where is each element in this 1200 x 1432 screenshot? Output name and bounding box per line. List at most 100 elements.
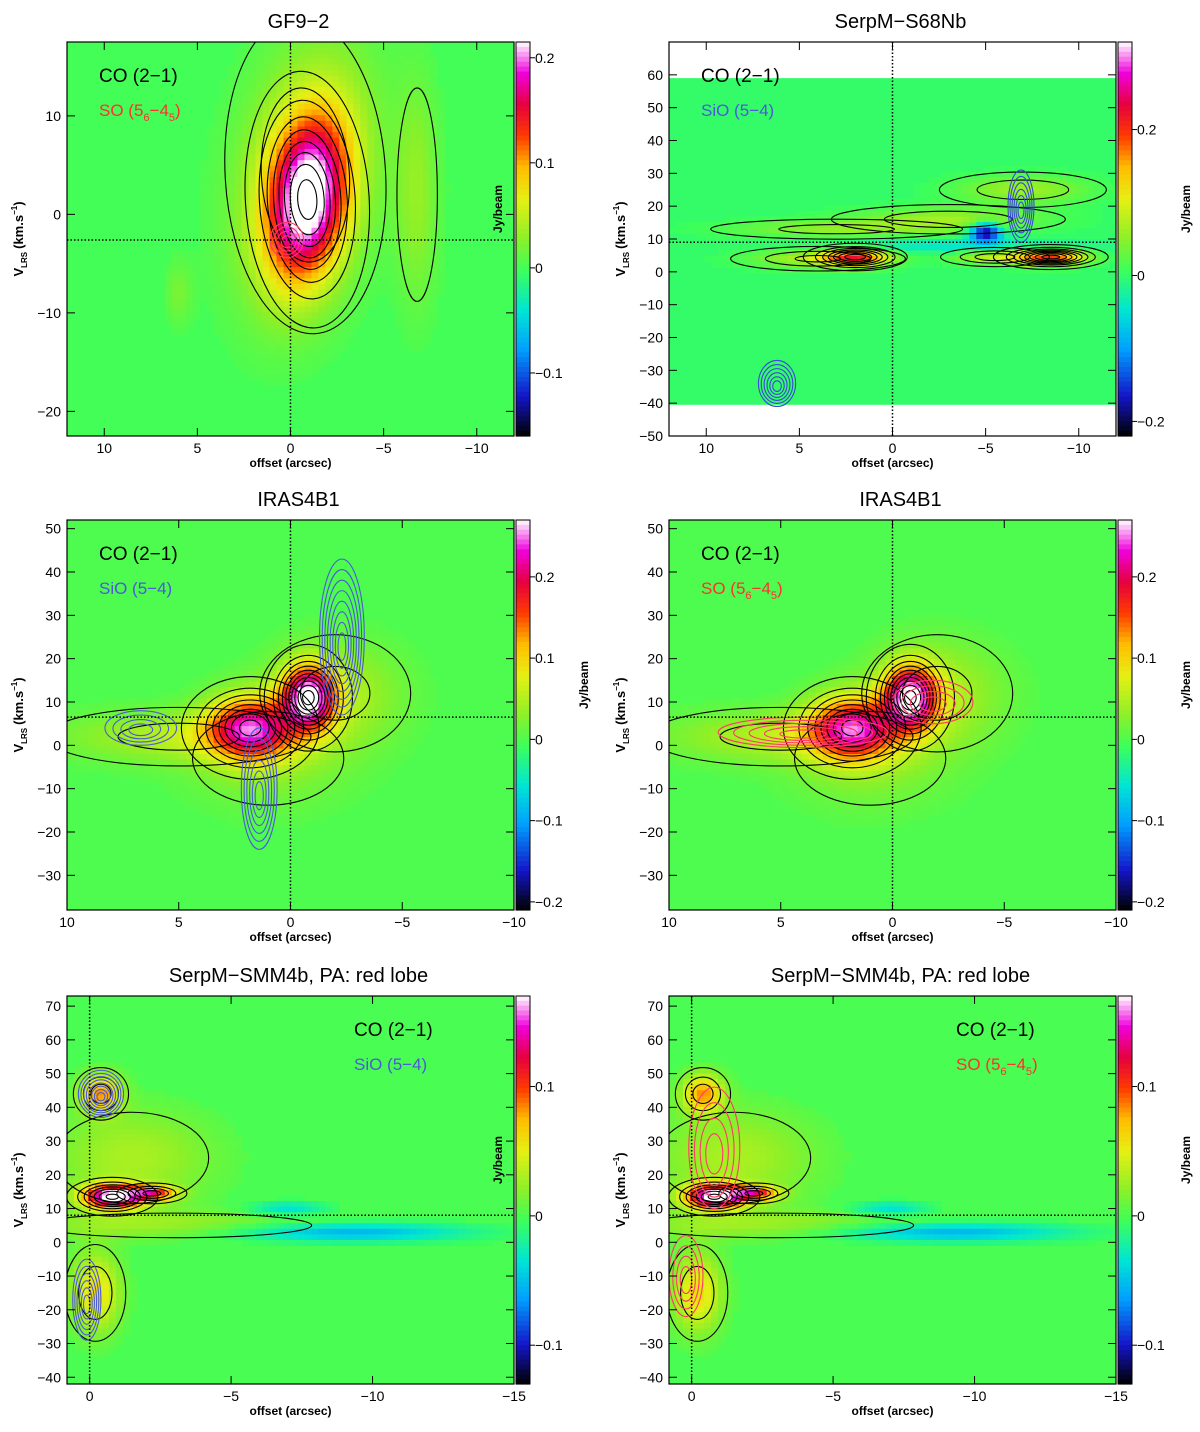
y-axis-label-main: V	[11, 744, 26, 753]
heatmap-cell	[325, 244, 333, 251]
heatmap-cell	[332, 703, 340, 711]
heatmap-cell	[430, 171, 438, 178]
line-contour	[1015, 195, 1027, 224]
heatmap-cell	[1067, 177, 1075, 184]
heatmap-cell	[332, 255, 340, 263]
heatmap-cell	[129, 720, 138, 727]
heatmap-cell	[248, 759, 257, 766]
heatmap-cell	[332, 171, 340, 178]
heatmap-cell	[185, 726, 194, 733]
heatmap-cell	[220, 754, 229, 761]
heatmap-cell	[304, 642, 313, 649]
heatmap-cell	[815, 692, 824, 699]
colorbar-cell	[516, 573, 530, 580]
heatmap-cell	[325, 306, 333, 313]
heatmap-cell	[710, 720, 719, 727]
heatmap-cell	[430, 87, 438, 94]
heatmap-cell	[801, 233, 810, 240]
heatmap-cell	[815, 731, 824, 738]
heatmap-cell	[255, 75, 264, 82]
heatmap-cell	[346, 709, 354, 716]
heatmap-cell	[339, 300, 347, 308]
heatmap-cell	[290, 374, 299, 381]
heatmap-cell	[395, 115, 403, 122]
heatmap-cell	[794, 793, 803, 800]
legend-entry: SiO (5−4)	[99, 579, 172, 598]
heatmap-cell	[283, 770, 292, 777]
heatmap-cell	[374, 676, 382, 683]
heatmap-cell	[745, 759, 754, 766]
heatmap-cell	[409, 177, 417, 184]
heatmap-cell	[192, 698, 201, 705]
colorbar-cell	[516, 145, 530, 151]
heatmap-cell	[94, 726, 103, 733]
colorbar-cell	[516, 273, 530, 279]
heatmap-cell	[234, 126, 243, 133]
heatmap-cell	[759, 216, 768, 223]
heatmap-cell	[262, 70, 271, 77]
heatmap-cell	[402, 188, 410, 195]
heatmap-cell	[220, 87, 229, 94]
heatmap-cell	[773, 726, 782, 733]
heatmap-cell	[759, 709, 768, 716]
colorbar-cell	[516, 715, 530, 721]
heatmap-cell	[94, 737, 103, 744]
y-axis-label-units: (km.s	[613, 215, 628, 249]
heatmap-cell	[717, 726, 726, 733]
co-contour	[959, 250, 1031, 264]
heatmap-cell	[759, 250, 768, 257]
heatmap-cell	[976, 205, 984, 212]
heatmap-cell	[339, 329, 347, 336]
heatmap-cell	[311, 664, 320, 672]
heatmap-cell	[87, 703, 96, 711]
heatmap-cell	[213, 737, 222, 744]
heatmap-cell	[269, 787, 278, 794]
heatmap-cell	[409, 210, 417, 218]
heatmap-cell	[703, 222, 712, 229]
heatmap-cell	[367, 177, 375, 184]
heatmap-cell	[696, 227, 705, 234]
heatmap-cell	[416, 731, 424, 738]
heatmap-cell	[255, 323, 264, 330]
heatmap-cell	[213, 742, 222, 750]
heatmap-cell	[1004, 171, 1012, 178]
heatmap-cell	[1025, 171, 1033, 178]
y-tick-label: 30	[647, 165, 663, 181]
y-axis-label-units: (km.s	[11, 215, 26, 249]
heatmap-cell	[325, 255, 333, 263]
heatmap-cell	[367, 250, 375, 257]
heatmap-cell	[171, 323, 180, 330]
heatmap-cell	[409, 132, 417, 139]
heatmap-cell	[976, 188, 984, 195]
heatmap-cell	[423, 75, 431, 82]
heatmap-cell	[423, 289, 431, 296]
heatmap-cell	[780, 765, 789, 772]
heatmap-cell	[822, 720, 831, 727]
heatmap-cell	[353, 715, 361, 722]
heatmap-cell	[717, 715, 726, 722]
heatmap-cell	[157, 737, 166, 744]
heatmap-cell	[773, 692, 782, 699]
heatmap-cell	[143, 776, 152, 783]
heatmap-cell	[675, 222, 684, 229]
heatmap-cell	[241, 815, 250, 822]
heatmap-cell	[255, 329, 264, 336]
heatmap-cell	[374, 87, 382, 94]
heatmap-cell	[374, 222, 382, 229]
heatmap-cell	[892, 239, 901, 246]
heatmap-cell	[367, 205, 375, 212]
heatmap-cell	[395, 182, 403, 189]
heatmap-cell	[423, 317, 431, 325]
heatmap-cell	[332, 92, 340, 99]
heatmap-cell	[801, 227, 810, 234]
heatmap-cell	[990, 216, 998, 223]
heatmap-cell	[262, 98, 271, 105]
heatmap-cell	[374, 75, 382, 82]
heatmap-cell	[325, 289, 333, 296]
heatmap-cell	[955, 199, 963, 206]
heatmap-cell	[276, 289, 285, 296]
heatmap-cell	[759, 255, 768, 263]
co-contour	[778, 223, 895, 235]
heatmap-cell	[801, 244, 810, 251]
heatmap-cell	[360, 765, 368, 772]
